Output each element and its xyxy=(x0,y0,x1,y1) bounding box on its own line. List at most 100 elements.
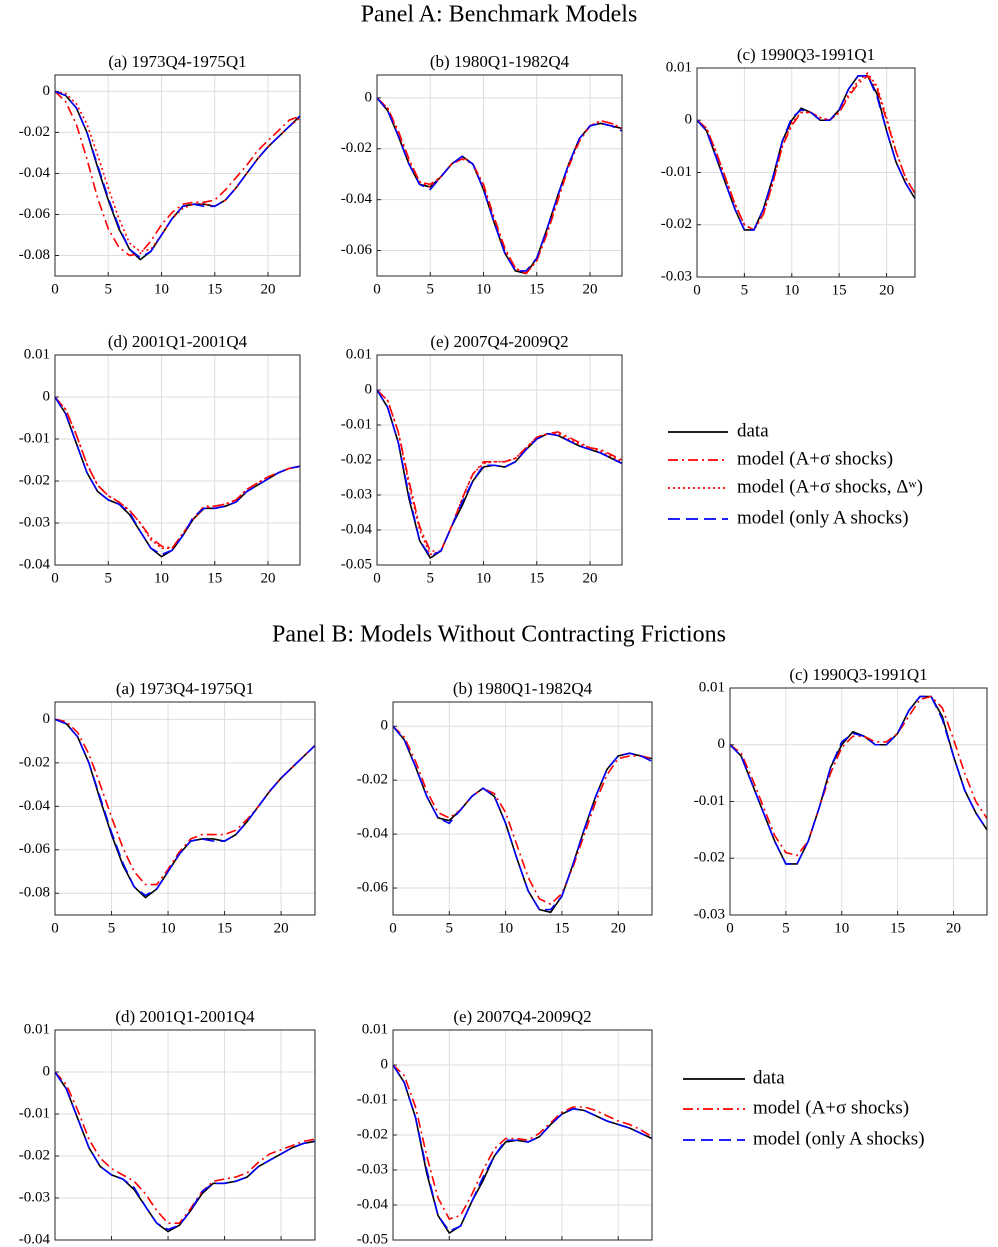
x-tick-label: 0 xyxy=(389,1245,397,1247)
y-tick-label: -0.04 xyxy=(19,1231,51,1247)
panel-title: Panel B: Models Without Contracting Fric… xyxy=(272,622,726,648)
y-tick-label: -0.01 xyxy=(694,793,725,809)
y-tick-label: 0 xyxy=(43,711,51,727)
axes-box xyxy=(54,354,301,566)
series-line xyxy=(696,75,916,231)
series-line xyxy=(392,1064,653,1220)
series-line xyxy=(376,97,623,275)
y-tick-label: 0 xyxy=(43,388,51,404)
x-tick-label: 0 xyxy=(373,281,381,297)
axes-box xyxy=(729,687,988,916)
subplot-title: (e) 2007Q4-2009Q2 xyxy=(453,1007,591,1026)
x-tick-label: 20 xyxy=(274,920,289,936)
series-line xyxy=(54,90,301,253)
y-tick-label: -0.08 xyxy=(19,885,50,901)
series-line xyxy=(54,1071,316,1233)
series-line xyxy=(54,1071,316,1224)
y-tick-label: -0.08 xyxy=(19,247,50,263)
subplot-title: (d) 2001Q1-2001Q4 xyxy=(115,1007,255,1026)
x-tick-label: 5 xyxy=(105,570,113,586)
legend-label: model (A+σ shocks, Δʷ) xyxy=(737,476,923,497)
subplot-title: (b) 1980Q1-1982Q4 xyxy=(430,52,570,71)
x-tick-label: 5 xyxy=(446,1245,454,1247)
axes-box xyxy=(54,74,301,277)
x-tick-label: 0 xyxy=(693,282,701,298)
x-tick-label: 20 xyxy=(946,920,961,936)
x-tick-label: 15 xyxy=(890,920,905,936)
x-tick-label: 20 xyxy=(611,1245,626,1247)
x-tick-label: 10 xyxy=(161,1245,176,1247)
y-tick-label: -0.04 xyxy=(19,556,51,572)
y-tick-label: -0.03 xyxy=(19,1189,50,1205)
subplot-title: (a) 1973Q4-1975Q1 xyxy=(108,52,246,71)
x-tick-label: 5 xyxy=(446,920,454,936)
y-tick-label: -0.06 xyxy=(19,841,51,857)
series-line xyxy=(54,718,316,886)
x-tick-label: 20 xyxy=(611,920,626,936)
x-tick-label: 10 xyxy=(834,920,849,936)
y-tick-label: -0.03 xyxy=(19,514,50,530)
series-line xyxy=(729,695,988,865)
x-tick-label: 10 xyxy=(154,281,169,297)
y-tick-label: -0.02 xyxy=(19,754,50,770)
y-tick-label: -0.06 xyxy=(357,879,389,895)
x-tick-label: 0 xyxy=(51,570,59,586)
x-tick-label: 15 xyxy=(554,1245,569,1247)
series-line xyxy=(696,72,916,232)
x-tick-label: 5 xyxy=(108,1245,116,1247)
y-tick-label: -0.02 xyxy=(19,1147,50,1163)
y-tick-label: 0.01 xyxy=(362,1021,388,1037)
x-tick-label: 20 xyxy=(261,570,276,586)
series-line xyxy=(54,90,301,261)
y-tick-label: 0.01 xyxy=(24,346,50,362)
series-line xyxy=(392,725,653,914)
series-line xyxy=(54,396,301,558)
series-line xyxy=(376,97,623,272)
x-tick-label: 15 xyxy=(207,281,222,297)
panel-title: Panel A: Benchmark Models xyxy=(361,2,638,28)
y-tick-label: 0.01 xyxy=(24,1021,50,1037)
y-tick-label: 0 xyxy=(365,381,373,397)
y-tick-label: 0.01 xyxy=(346,346,372,362)
y-tick-label: 0 xyxy=(365,89,373,105)
y-tick-label: -0.02 xyxy=(19,472,50,488)
legend-label: model (only A shocks) xyxy=(737,507,909,528)
y-tick-label: -0.02 xyxy=(19,124,50,140)
x-tick-label: 0 xyxy=(51,920,59,936)
y-tick-label: -0.01 xyxy=(357,1091,388,1107)
y-tick-label: 0 xyxy=(381,718,389,734)
x-tick-label: 0 xyxy=(726,920,734,936)
subplot-title: (e) 2007Q4-2009Q2 xyxy=(430,332,568,351)
x-tick-label: 20 xyxy=(261,281,276,297)
axes-box xyxy=(376,354,623,566)
y-tick-label: -0.04 xyxy=(341,521,373,537)
axes-box xyxy=(54,1029,316,1241)
y-tick-label: -0.01 xyxy=(19,430,50,446)
series-line xyxy=(376,97,623,275)
x-tick-label: 20 xyxy=(879,282,894,298)
x-tick-label: 10 xyxy=(476,281,491,297)
x-tick-label: 5 xyxy=(741,282,749,298)
series-line xyxy=(696,74,916,232)
x-tick-label: 15 xyxy=(529,570,544,586)
y-tick-label: -0.01 xyxy=(19,1105,50,1121)
y-tick-label: -0.03 xyxy=(341,486,372,502)
y-tick-label: 0.01 xyxy=(666,59,692,75)
x-tick-label: 15 xyxy=(207,570,222,586)
x-tick-label: 0 xyxy=(51,1245,59,1247)
y-tick-label: 0 xyxy=(43,83,51,99)
series-line xyxy=(54,718,316,897)
legend-label: model (A+σ shocks) xyxy=(753,1097,909,1118)
axes-box xyxy=(392,701,653,916)
axes-box xyxy=(696,67,916,278)
y-tick-label: -0.01 xyxy=(341,416,372,432)
x-tick-label: 0 xyxy=(51,281,59,297)
series-line xyxy=(54,396,301,550)
series-line xyxy=(392,725,653,911)
series-line xyxy=(54,1071,316,1231)
series-line xyxy=(376,389,623,558)
x-tick-label: 0 xyxy=(389,920,397,936)
x-tick-label: 20 xyxy=(274,1245,289,1247)
x-tick-label: 5 xyxy=(782,920,790,936)
y-tick-label: -0.03 xyxy=(357,1161,388,1177)
